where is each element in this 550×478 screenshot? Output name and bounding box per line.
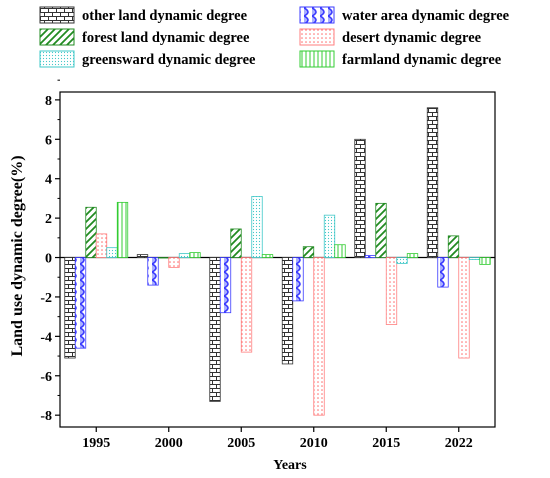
legend-label: desert dynamic degree [342,30,482,46]
bar-diagonal-2000 [157,257,170,259]
bar-wave-2015 [364,255,377,258]
bar-dots-2005 [240,257,253,353]
bar-vertical-2022 [479,257,491,265]
bar-diagonal-2010 [302,246,315,258]
bar-brick-2000 [136,254,149,258]
x-tick-label: 2000 [155,436,183,451]
bar-brick-2022 [426,107,439,258]
legend-label: greensward dynamic degree [82,52,256,68]
bar-dots-2010 [313,257,325,416]
y-tick-label: 2 [45,212,52,227]
y-tick-label: 4 [45,173,52,188]
bar-vertical-1995 [116,201,129,258]
legend-label: farmland dynamic degree [342,52,502,68]
y-tick-label: -6 [40,370,52,385]
y-axis-title: Land use dynamic degree(%) [9,155,26,356]
bar-vertical-2005 [261,254,274,258]
y-tick-label: 8 [45,94,52,109]
legend-label: forest land dynamic degree [82,30,250,46]
plot-frame [59,91,496,428]
bar-diagonal-2005 [230,228,242,258]
bar-fine-dots-2005 [251,196,263,258]
bar-wave-2022 [437,257,449,288]
bar-dots-2015 [385,257,398,325]
y-tick-label: -8 [40,409,52,424]
bar-wave-2000 [147,257,159,286]
legend-swatch [39,6,75,24]
bar-fine-dots-1995 [106,247,118,258]
bar-fine-dots-2015 [396,257,408,264]
x-tick-label: 2015 [372,436,400,451]
bar-wave-2010 [292,257,304,302]
legend-swatch [39,50,75,68]
y-tick-label: 6 [45,133,52,148]
x-tick-label: 1995 [82,436,110,451]
bar-fine-dots-2022 [468,257,481,260]
bar-diagonal-1995 [85,206,97,258]
legend-swatch [299,6,335,24]
axes [59,91,496,428]
bars [64,107,491,416]
bar-diagonal-2022 [447,235,460,258]
x-tick-label: 2010 [300,436,328,451]
bar-wave-1995 [74,257,87,349]
legend-label: water area dynamic degree [342,8,510,24]
x-tick-label: 2022 [445,436,473,451]
legend: other land dynamic degree water area dyna… [39,6,510,68]
x-tick-label: 2005 [227,436,255,451]
bar-vertical-2000 [189,252,201,258]
bar-dots-2022 [458,257,470,359]
bar-vertical-2010 [334,244,346,258]
bar-fine-dots-2000 [178,253,191,258]
bar-wave-2005 [219,257,232,314]
bar-vertical-2015 [406,253,419,258]
legend-swatch [299,50,335,68]
y-tick-label: 0 [45,252,52,267]
bar-diagonal-2015 [375,202,387,258]
y-tick-label: -4 [40,330,52,345]
bar-brick-2015 [354,138,366,258]
legend-swatch [39,28,75,46]
legend-label: other land dynamic degree [82,8,248,24]
legend-swatch [299,28,335,46]
bar-dots-2000 [168,257,180,268]
bar-brick-2005 [209,257,221,402]
bar-dots-1995 [95,233,108,258]
y-tick-label: -2 [40,291,52,306]
bar-brick-1995 [64,257,76,359]
x-axis-title: Years [273,458,307,473]
bar-fine-dots-2010 [323,214,336,258]
ticks: -8 -6 -4 -2 0 2 4 6 8 1995 2000 2005 2010 2015 2022 [40,79,473,451]
bar-brick-2010 [281,257,294,365]
